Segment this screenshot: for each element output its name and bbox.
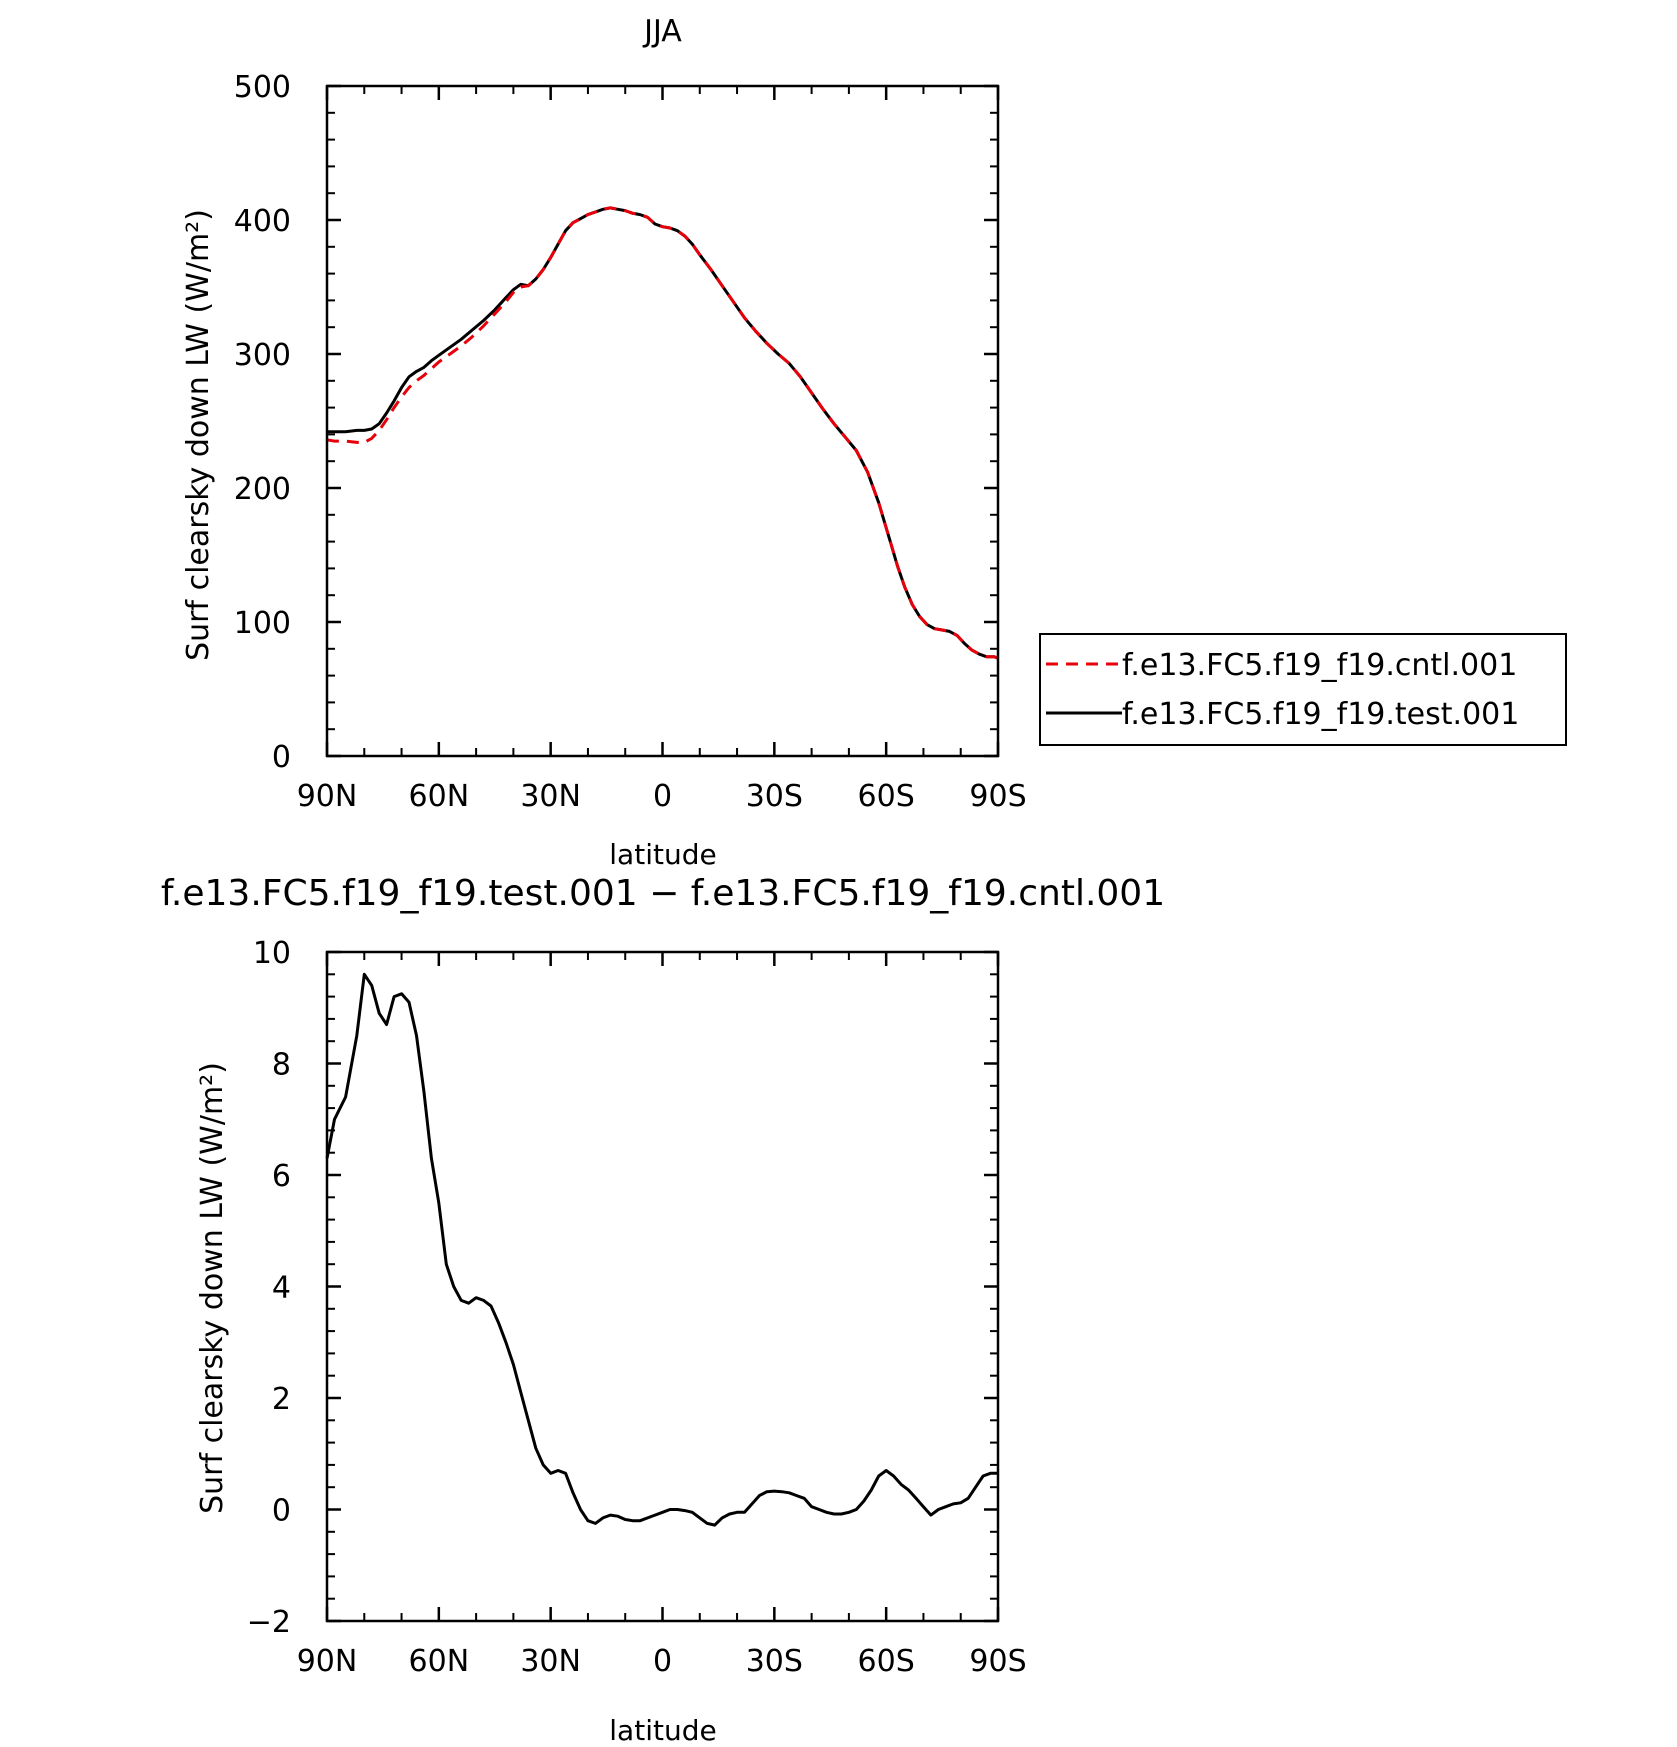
- top-xtick-label: 90S: [969, 779, 1026, 814]
- top-xtick-label: 30N: [520, 779, 581, 814]
- bottom-ytick-label: 2: [272, 1382, 291, 1417]
- bottom-xtick-label: 0: [653, 1644, 672, 1679]
- chart-top-xlabel: latitude: [609, 838, 716, 871]
- chart-bottom-series: [325, 972, 998, 1527]
- bottom-series-line-0: [325, 972, 998, 1527]
- chart-top-title: JJA: [642, 14, 682, 49]
- bottom-xtick-label: 30N: [520, 1644, 581, 1679]
- chart-top-tick-labels: 90N 60N 30N 0 30S 60S 90S 0 100 200 300 400 500: [234, 70, 1027, 814]
- top-ytick-label: 300: [234, 338, 291, 373]
- legend-label-cntl: f.e13.FC5.f19_f19.cntl.001: [1122, 648, 1517, 683]
- chart-bottom-ylabel: Surf clearsky down LW (W/m²): [195, 1062, 230, 1514]
- bottom-xtick-label: 60S: [858, 1644, 915, 1679]
- top-xtick-label: 90N: [297, 779, 358, 814]
- legend-box: [1039, 633, 1567, 746]
- chart-top-ticks: [325, 84, 1000, 758]
- top-ytick-label: 100: [234, 606, 291, 641]
- chart-top-legend: f.e13.FC5.f19_f19.cntl.001 f.e13.FC5.f19…: [1039, 633, 1567, 746]
- top-xtick-label: 60S: [858, 779, 915, 814]
- bottom-ytick-label: 0: [272, 1494, 291, 1529]
- chart-bottom-xlabel: latitude: [609, 1714, 716, 1747]
- top-xtick-label: 60N: [409, 779, 470, 814]
- bottom-ytick-label: 6: [272, 1159, 291, 1194]
- top-series-line-0: [326, 206, 999, 660]
- top-ytick-label: 400: [234, 204, 291, 239]
- bottom-ytick-label: −2: [247, 1605, 291, 1640]
- chart-top-series: [326, 206, 999, 660]
- top-xtick-label: 30S: [746, 779, 803, 814]
- legend-label-test: f.e13.FC5.f19_f19.test.001: [1122, 697, 1519, 732]
- chart-top-ylabel: Surf clearsky down LW (W/m²): [181, 209, 216, 661]
- bottom-xtick-label: 60N: [409, 1644, 470, 1679]
- top-ytick-label: 500: [234, 70, 291, 105]
- bottom-ytick-label: 4: [272, 1271, 291, 1306]
- chart-bottom-title: f.e13.FC5.f19_f19.test.001 − f.e13.FC5.f…: [161, 873, 1165, 914]
- top-ytick-label: 200: [234, 472, 291, 507]
- top-xtick-label: 0: [653, 779, 672, 814]
- chart-bottom: f.e13.FC5.f19_f19.test.001 − f.e13.FC5.f…: [161, 873, 1165, 1747]
- bottom-xtick-label: 90N: [297, 1644, 358, 1679]
- chart-top: JJA Surf clearsky down LW (W/m²) latitud…: [181, 14, 1567, 871]
- bottom-xtick-label: 30S: [746, 1644, 803, 1679]
- bottom-ytick-label: 8: [272, 1048, 291, 1083]
- chart-bottom-ticks: [325, 950, 1000, 1623]
- chart-top-frame: [325, 84, 1000, 758]
- top-ytick-label: 0: [272, 740, 291, 775]
- bottom-xtick-label: 90S: [969, 1644, 1026, 1679]
- bottom-ytick-label: 10: [253, 936, 291, 971]
- chart-bottom-tick-labels: 90N 60N 30N 0 30S 60S 90S −2 0 2 4 6 8 10: [247, 936, 1027, 1679]
- top-series-line-1: [327, 206, 999, 660]
- chart-bottom-frame: [325, 950, 1000, 1623]
